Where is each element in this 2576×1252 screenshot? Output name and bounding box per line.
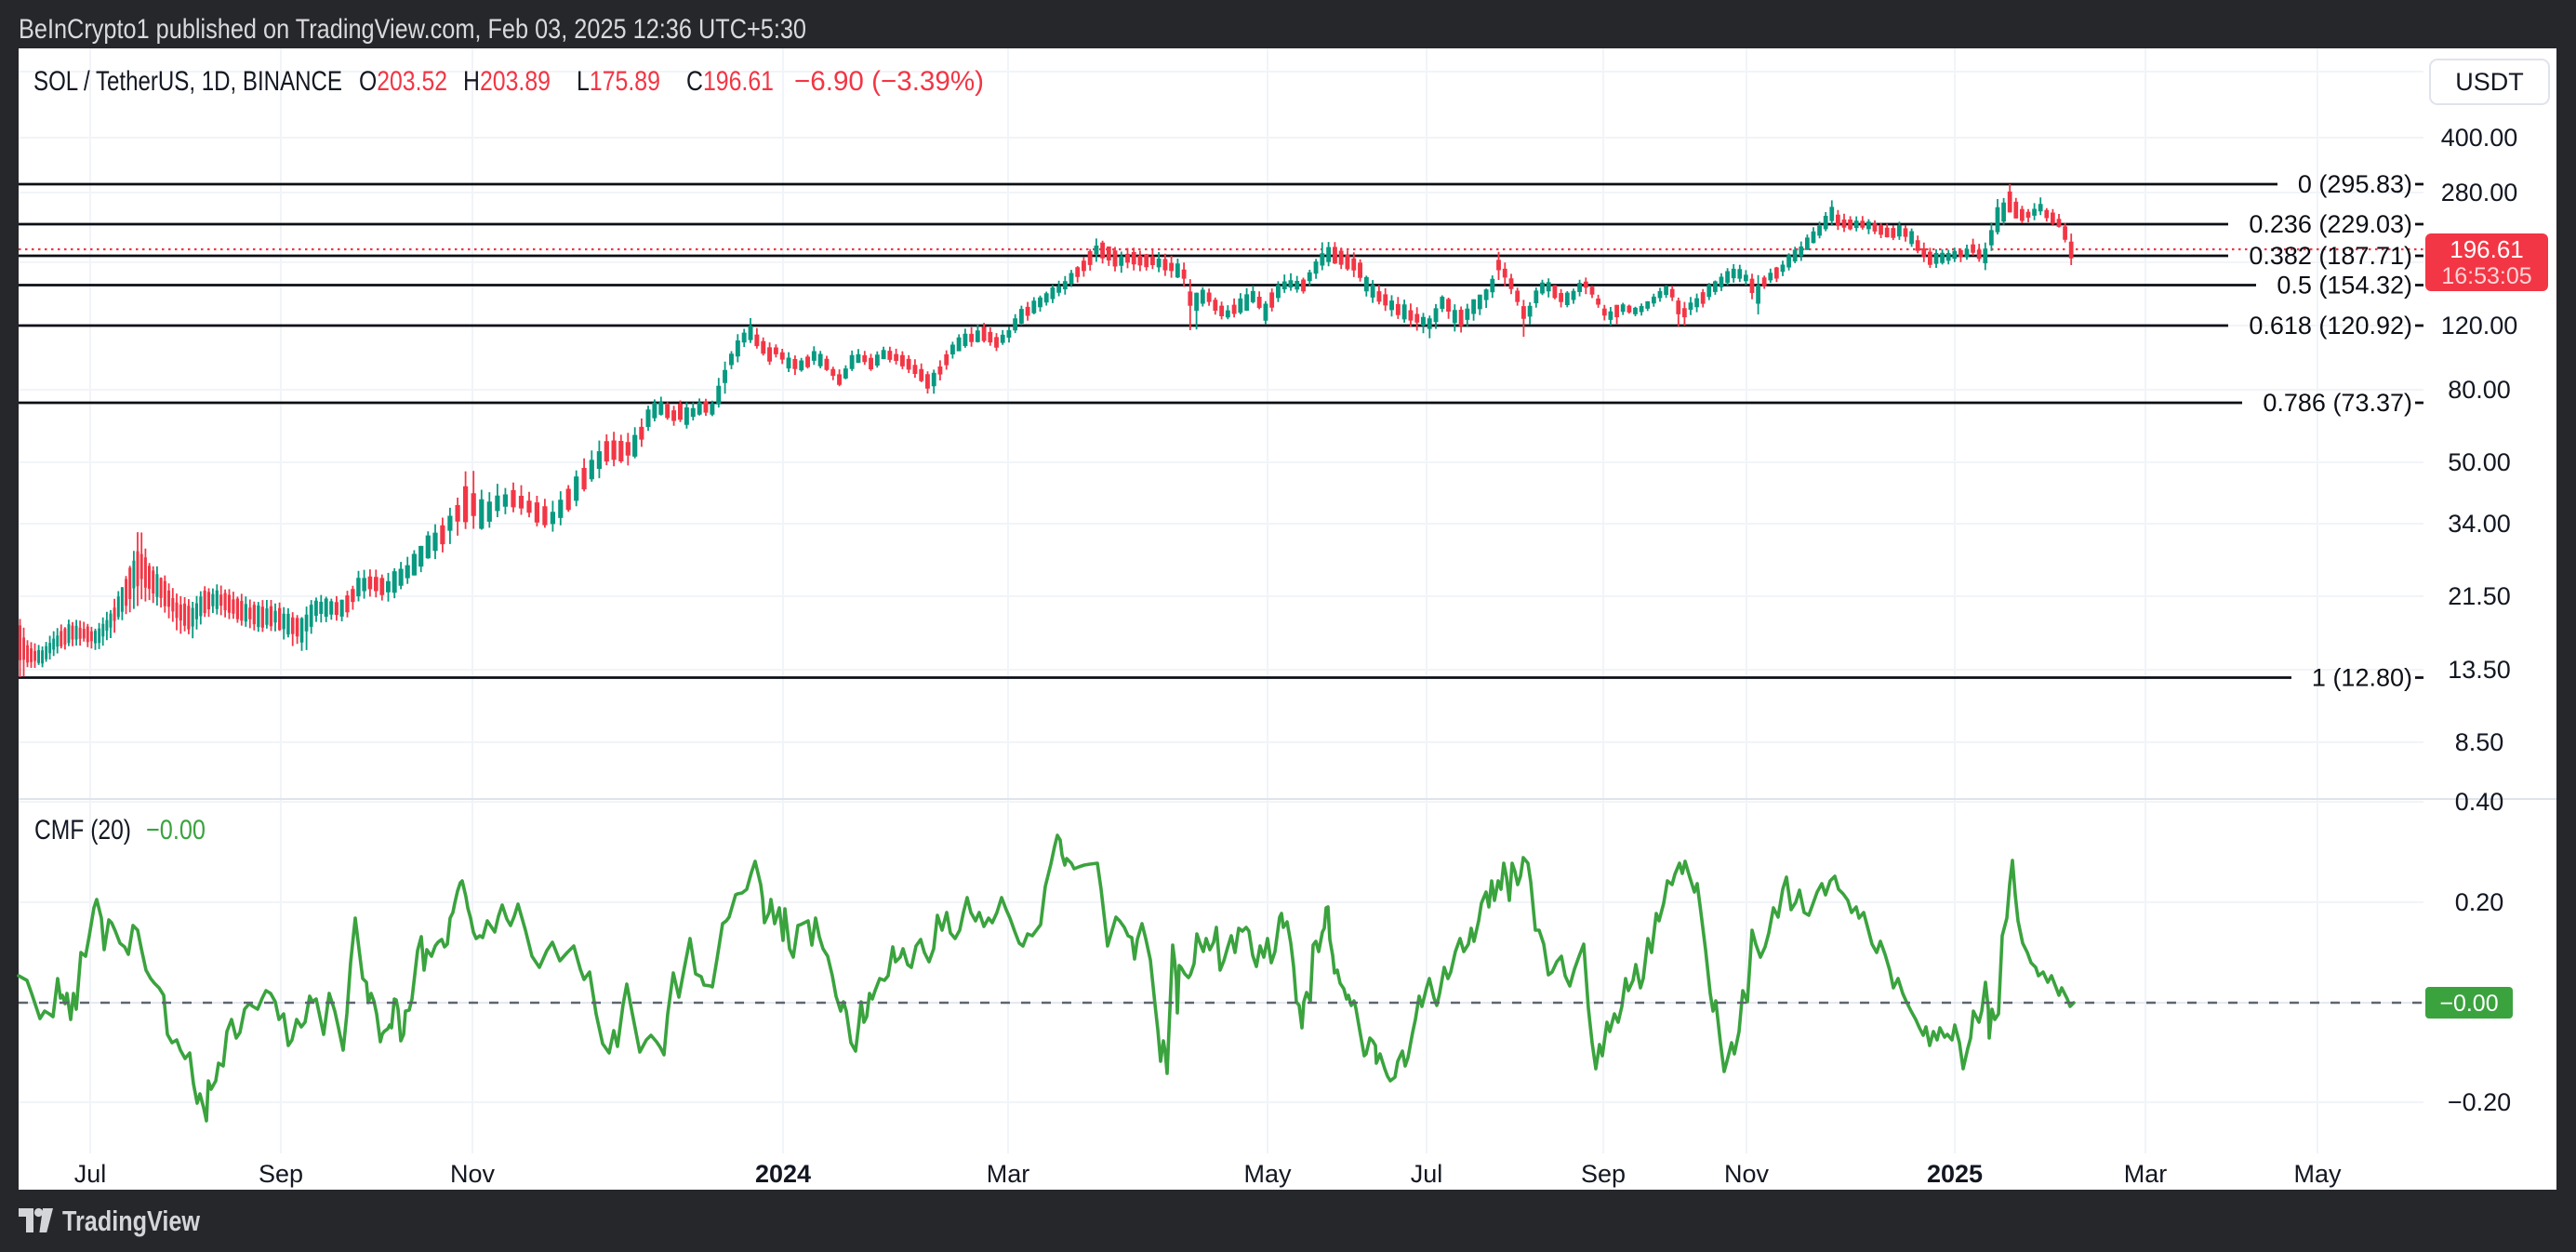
svg-text:CMF (20): CMF (20) [34,815,131,846]
svg-text:8.50: 8.50 [2455,728,2504,756]
svg-text:TradingView: TradingView [62,1205,201,1237]
svg-text:0.20: 0.20 [2455,888,2504,916]
svg-text:−0.00: −0.00 [146,815,206,846]
svg-text:O203.52: O203.52 [359,66,447,97]
svg-text:80.00: 80.00 [2448,376,2511,404]
svg-text:−0.20: −0.20 [2448,1088,2511,1116]
svg-text:0.786 (73.37): 0.786 (73.37) [2263,389,2412,417]
svg-text:120.00: 120.00 [2441,312,2518,340]
svg-text:0.382 (187.71): 0.382 (187.71) [2249,242,2412,270]
svg-text:BeInCrypto1 published on Tradi: BeInCrypto1 published on TradingView.com… [19,14,806,45]
svg-text:0.236 (229.03): 0.236 (229.03) [2249,210,2412,238]
svg-text:May: May [2293,1160,2342,1188]
svg-text:Jul: Jul [1411,1160,1443,1188]
svg-text:May: May [1243,1160,1292,1188]
svg-text:0.5 (154.32): 0.5 (154.32) [2277,272,2412,300]
svg-text:21.50: 21.50 [2448,582,2511,610]
svg-text:196.61: 196.61 [2450,235,2524,263]
svg-text:−6.90 (−3.39%): −6.90 (−3.39%) [794,66,984,97]
svg-text:13.50: 13.50 [2448,656,2511,684]
svg-text:Nov: Nov [1724,1160,1770,1188]
svg-text:Sep: Sep [1581,1160,1626,1188]
svg-text:2024: 2024 [755,1160,811,1188]
svg-text:34.00: 34.00 [2448,510,2511,538]
svg-text:Jul: Jul [74,1160,107,1188]
svg-text:0 (295.83): 0 (295.83) [2298,170,2412,198]
svg-text:50.00: 50.00 [2448,448,2511,476]
svg-text:1 (12.80): 1 (12.80) [2312,664,2412,692]
svg-text:280.00: 280.00 [2441,179,2518,206]
svg-text:0.40: 0.40 [2455,788,2504,816]
svg-text:−0.00: −0.00 [2439,991,2498,1017]
svg-text:C196.61: C196.61 [686,66,774,97]
svg-text:Nov: Nov [450,1160,496,1188]
svg-text:SOL / TetherUS, 1D, BINANCE: SOL / TetherUS, 1D, BINANCE [33,66,342,97]
svg-text:0.618 (120.92): 0.618 (120.92) [2249,312,2412,340]
svg-text:Sep: Sep [259,1160,303,1188]
svg-text:L175.89: L175.89 [577,66,660,97]
svg-text:2025: 2025 [1927,1160,1983,1188]
svg-text:Mar: Mar [2124,1160,2168,1188]
svg-text:USDT: USDT [2455,68,2524,96]
svg-text:400.00: 400.00 [2441,124,2518,152]
svg-text:Mar: Mar [987,1160,1030,1188]
svg-text:H203.89: H203.89 [463,66,551,97]
svg-text:16:53:05: 16:53:05 [2441,263,2531,289]
